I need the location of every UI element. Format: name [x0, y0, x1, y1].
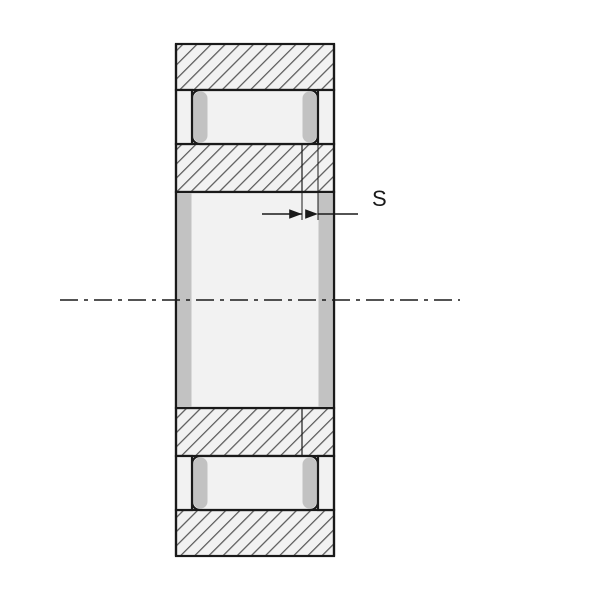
inner-ring	[176, 408, 334, 456]
outer-flange-left	[176, 90, 192, 144]
inner-ring	[176, 144, 334, 192]
roller	[192, 90, 318, 144]
roller-shade-right	[303, 458, 317, 509]
upper-section	[176, 44, 334, 192]
dimension-label: S	[372, 186, 387, 211]
roller-shade-left	[194, 92, 208, 143]
roller-shade-right	[303, 92, 317, 143]
lower-section	[176, 408, 334, 556]
outer-flange-right	[318, 456, 334, 510]
outer-ring	[176, 510, 334, 556]
outer-flange-right	[318, 90, 334, 144]
outer-flange-left	[176, 456, 192, 510]
roller-shade-left	[194, 458, 208, 509]
outer-ring	[176, 44, 334, 90]
roller	[192, 456, 318, 510]
bearing-cross-section: S	[0, 0, 600, 600]
